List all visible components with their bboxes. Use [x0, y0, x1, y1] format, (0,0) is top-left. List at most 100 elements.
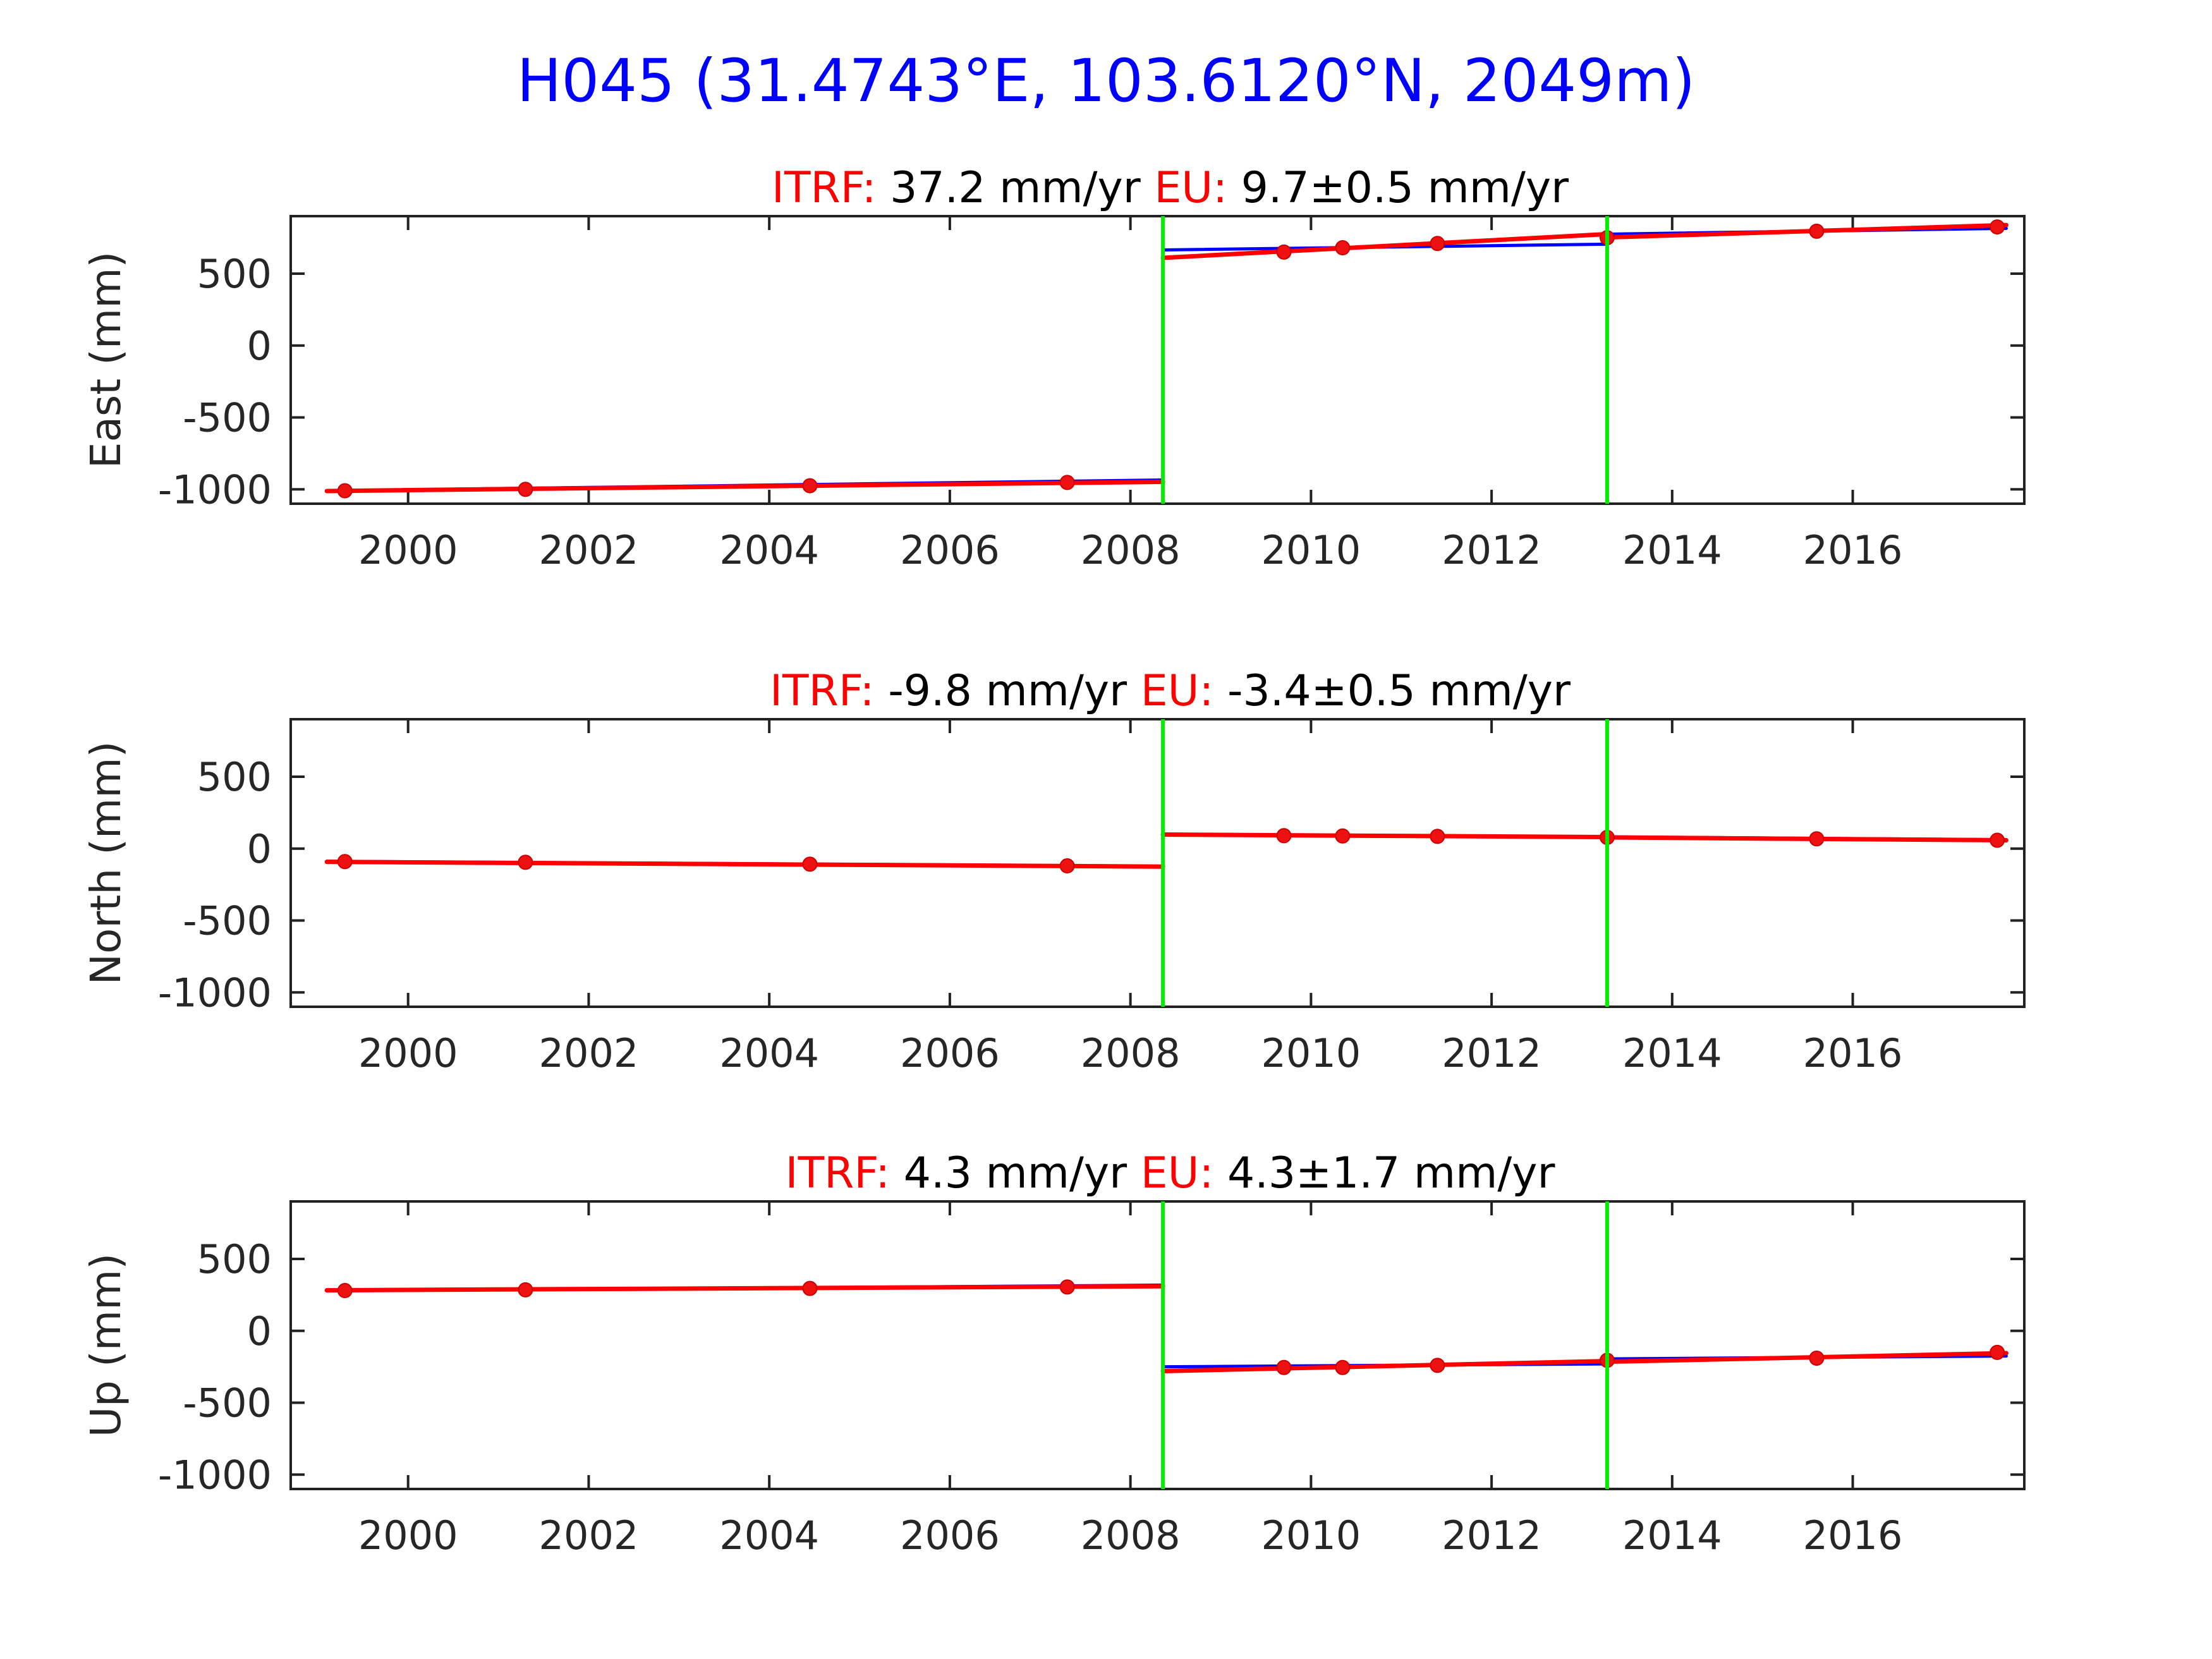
y-tick-label: 500 [197, 1236, 272, 1282]
x-tick-label: 2004 [719, 527, 819, 573]
panel-title: ITRF: 4.3 mm/yr EU: 4.3±1.7 mm/yr [786, 1148, 1555, 1198]
x-tick-label: 2014 [1622, 527, 1722, 573]
data-point [1335, 828, 1351, 844]
x-tick-label: 2002 [539, 527, 639, 573]
x-tick-label: 2010 [1261, 1030, 1361, 1076]
y-tick-label: 0 [247, 1308, 272, 1354]
itrf-value: 37.2 mm/yr [890, 163, 1154, 213]
x-tick-label: 2000 [358, 527, 458, 573]
data-point [1809, 223, 1825, 239]
axes-box [289, 718, 2026, 1008]
x-tick-label: 2016 [1803, 527, 1903, 573]
y-tick-label: 0 [247, 826, 272, 872]
red-model-line [1605, 222, 2008, 240]
itrf-label: ITRF: [770, 666, 888, 716]
data-point [1335, 240, 1351, 256]
panel-east: ITRF: 37.2 mm/yr EU: 9.7±0.5 mm/yr 2000 20… [82, 163, 2026, 573]
x-tick-label: 2014 [1622, 1030, 1722, 1076]
data-point [1276, 828, 1292, 844]
page-title: H045 (31.4743°E, 103.6120°N, 2049m) [517, 47, 1696, 116]
data-point [1059, 858, 1075, 874]
y-tick-label: -1000 [158, 1452, 272, 1498]
data-point [337, 1283, 353, 1299]
red-model-line [324, 479, 1165, 494]
data-point [337, 854, 353, 870]
red-model-line [1160, 832, 1610, 840]
x-tick-label: 2010 [1261, 527, 1361, 573]
eu-label: EU: [1154, 163, 1241, 213]
data-point [1809, 1350, 1825, 1366]
data-point [518, 854, 533, 870]
eu-label: EU: [1141, 666, 1227, 716]
data-point [1059, 1279, 1075, 1295]
red-model-line [324, 1284, 1165, 1293]
red-model-line [324, 860, 1165, 869]
data-point [337, 483, 353, 499]
data-point [1276, 1359, 1292, 1375]
x-tick-label: 2016 [1803, 1030, 1903, 1076]
axes-box [289, 215, 2026, 505]
x-tick-label: 2006 [900, 1030, 1000, 1076]
x-tick-label: 2014 [1622, 1512, 1722, 1559]
y-tick-label: -1000 [158, 466, 272, 513]
data-point [802, 478, 818, 494]
x-tick-label: 2002 [539, 1030, 639, 1076]
data-point [1990, 1344, 2005, 1360]
y-tick-label: 500 [197, 754, 272, 800]
y-tick-label: -1000 [158, 969, 272, 1016]
data-point [1430, 829, 1445, 844]
red-model-line [1605, 1351, 2008, 1364]
data-point [1990, 219, 2005, 235]
y-tick-label: -500 [183, 395, 272, 441]
x-tick-label: 2000 [358, 1512, 458, 1559]
panel-title: ITRF: -9.8 mm/yr EU: -3.4±0.5 mm/yr [770, 666, 1571, 716]
x-tick-label: 2012 [1442, 527, 1541, 573]
x-tick-label: 2006 [900, 527, 1000, 573]
data-point [518, 482, 533, 497]
data-point [802, 1280, 818, 1296]
eu-value: -3.4±0.5 mm/yr [1227, 666, 1571, 716]
x-tick-label: 2006 [900, 1512, 1000, 1559]
panel-title: ITRF: 37.2 mm/yr EU: 9.7±0.5 mm/yr [772, 163, 1569, 213]
data-point [1430, 236, 1445, 252]
x-tick-label: 2010 [1261, 1512, 1361, 1559]
data-point [1990, 832, 2005, 848]
panel-up: ITRF: 4.3 mm/yr EU: 4.3±1.7 mm/yr 2000 200… [82, 1148, 2026, 1559]
red-model-line [1160, 1359, 1610, 1373]
x-tick-label: 2016 [1803, 1512, 1903, 1559]
red-model-line [1160, 231, 1610, 260]
data-point [1430, 1358, 1445, 1373]
data-point [518, 1282, 533, 1297]
y-tick-label: -500 [183, 898, 272, 944]
eu-label: EU: [1141, 1148, 1227, 1198]
itrf-label: ITRF: [786, 1148, 904, 1198]
x-tick-label: 2012 [1442, 1030, 1541, 1076]
y-tick-label: 0 [247, 323, 272, 369]
eu-value: 4.3±1.7 mm/yr [1227, 1148, 1555, 1198]
eu-value: 9.7±0.5 mm/yr [1241, 163, 1569, 213]
x-tick-label: 2002 [539, 1512, 639, 1559]
x-tick-label: 2008 [1081, 1512, 1181, 1559]
y-tick-label: 500 [197, 251, 272, 297]
x-tick-label: 2004 [719, 1512, 819, 1559]
panels: ITRF: 37.2 mm/yr EU: 9.7±0.5 mm/yr 2000 20… [82, 163, 2026, 1559]
itrf-value: -9.8 mm/yr [888, 666, 1141, 716]
x-tick-label: 2008 [1081, 1030, 1181, 1076]
x-tick-label: 2000 [358, 1030, 458, 1076]
axes-box [289, 1200, 2026, 1490]
data-point [1809, 831, 1825, 847]
y-axis-label: East (mm) [82, 252, 130, 468]
panel-north: ITRF: -9.8 mm/yr EU: -3.4±0.5 mm/yr 2000 2… [82, 666, 2026, 1076]
data-point [1276, 244, 1292, 260]
y-tick-label: -500 [183, 1380, 272, 1426]
data-point [1335, 1359, 1351, 1375]
x-tick-label: 2012 [1442, 1512, 1541, 1559]
x-tick-label: 2008 [1081, 527, 1181, 573]
x-tick-label: 2004 [719, 1030, 819, 1076]
data-point [802, 856, 818, 872]
itrf-value: 4.3 mm/yr [904, 1148, 1141, 1198]
y-axis-label: North (mm) [82, 741, 130, 985]
data-point [1059, 475, 1075, 490]
